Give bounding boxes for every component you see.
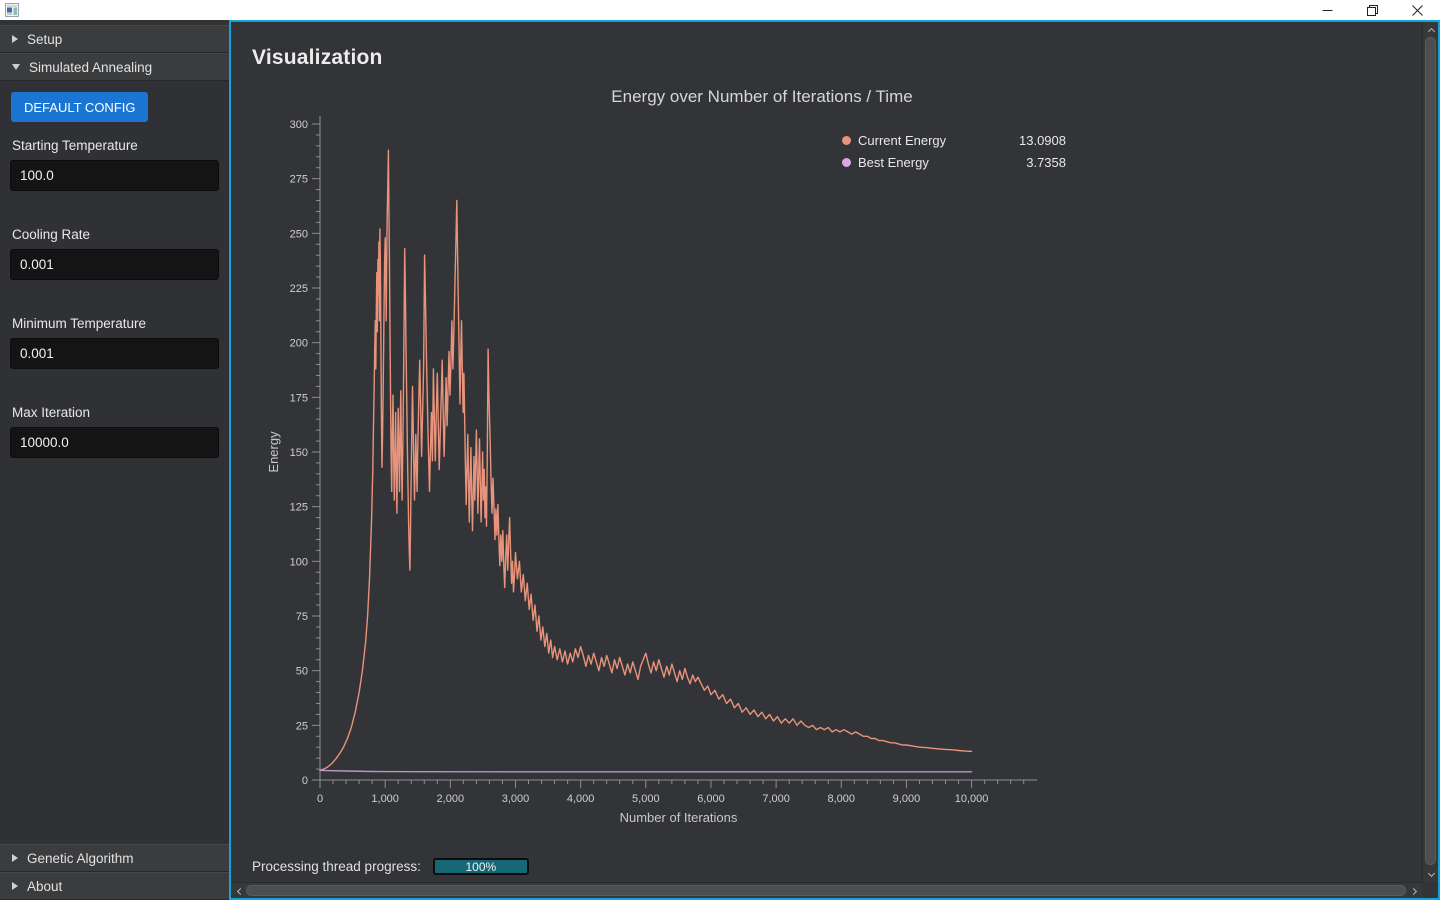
svg-text:250: 250 xyxy=(290,228,308,240)
svg-text:4,000: 4,000 xyxy=(567,793,595,805)
svg-text:0: 0 xyxy=(317,793,323,805)
legend-label: Best Energy xyxy=(858,154,929,170)
chevron-down-icon xyxy=(12,64,20,70)
legend-label: Current Energy xyxy=(858,132,947,148)
svg-text:175: 175 xyxy=(290,392,308,404)
svg-text:225: 225 xyxy=(290,283,308,295)
app-content: Setup Simulated Annealing DEFAULT CONFIG… xyxy=(0,20,1440,900)
svg-text:300: 300 xyxy=(290,119,308,131)
window-controls xyxy=(1305,0,1440,20)
cooling-rate-input[interactable] xyxy=(10,249,219,280)
svg-text:150: 150 xyxy=(290,447,308,459)
chevron-right-icon xyxy=(12,854,18,862)
sidebar: Setup Simulated Annealing DEFAULT CONFIG… xyxy=(0,20,229,900)
svg-text:25: 25 xyxy=(296,720,308,732)
scroll-right-button[interactable] xyxy=(1407,883,1422,899)
accordion-genetic-algorithm[interactable]: Genetic Algorithm xyxy=(0,844,229,872)
titlebar xyxy=(0,0,1440,20)
simulated-annealing-panel: DEFAULT CONFIG Starting Temperature Cool… xyxy=(0,81,229,844)
accordion-setup[interactable]: Setup xyxy=(0,25,229,53)
accordion-simulated-annealing-label: Simulated Annealing xyxy=(29,59,153,75)
svg-text:1,000: 1,000 xyxy=(371,793,399,805)
svg-text:6,000: 6,000 xyxy=(697,793,725,805)
progress-row: Processing thread progress: 100% xyxy=(252,858,529,875)
legend-item-best-energy: Best Energy 3.7358 xyxy=(842,151,1070,173)
scroll-down-button[interactable] xyxy=(1423,867,1439,882)
legend-value: 13.0908 xyxy=(1019,132,1066,148)
svg-text:0: 0 xyxy=(302,775,308,787)
progress-percentage: 100% xyxy=(465,859,497,874)
horizontal-scrollbar[interactable] xyxy=(231,882,1422,898)
chevron-right-icon xyxy=(1409,887,1417,895)
svg-text:50: 50 xyxy=(296,666,308,678)
legend-item-current-energy: Current Energy 13.0908 xyxy=(842,129,1070,151)
legend-value: 3.7358 xyxy=(1026,154,1066,170)
chevron-right-icon xyxy=(12,882,18,890)
chart-plot-area: 0 25 50 75 100 125 150 175 200 225 250 275 300 0 1,000… xyxy=(266,116,1037,825)
cooling-rate-group: Cooling Rate xyxy=(10,227,219,280)
svg-text:2,000: 2,000 xyxy=(437,793,465,805)
progress-label: Processing thread progress: xyxy=(252,859,421,874)
chart-title: Energy over Number of Iterations / Time xyxy=(611,87,913,106)
svg-text:3,000: 3,000 xyxy=(502,793,530,805)
svg-text:Number of Iterations: Number of Iterations xyxy=(620,810,738,825)
chevron-right-icon xyxy=(12,35,18,43)
vertical-scrollbar[interactable] xyxy=(1422,22,1438,882)
starting-temperature-label: Starting Temperature xyxy=(12,138,138,153)
svg-text:125: 125 xyxy=(290,502,308,514)
max-iteration-input[interactable] xyxy=(10,427,219,458)
best-energy-dot-icon xyxy=(842,157,851,167)
accordion-simulated-annealing[interactable]: Simulated Annealing xyxy=(0,53,229,81)
accordion-genetic-algorithm-label: Genetic Algorithm xyxy=(27,850,134,866)
close-button[interactable] xyxy=(1395,0,1440,20)
svg-text:8,000: 8,000 xyxy=(828,793,856,805)
page-title: Visualization xyxy=(252,46,383,69)
scroll-left-button[interactable] xyxy=(231,883,246,899)
progress-bar-fill xyxy=(434,860,527,873)
svg-text:75: 75 xyxy=(296,611,308,623)
chart-legend: Current Energy 13.0908 Best Energy 3.735… xyxy=(842,129,1070,173)
minimum-temperature-label: Minimum Temperature xyxy=(12,316,147,331)
scroll-up-button[interactable] xyxy=(1423,22,1439,37)
vertical-scrollbar-thumb[interactable] xyxy=(1425,37,1436,865)
cooling-rate-label: Cooling Rate xyxy=(12,227,91,242)
svg-text:9,000: 9,000 xyxy=(893,793,921,805)
svg-text:5,000: 5,000 xyxy=(632,793,660,805)
starting-temperature-input[interactable] xyxy=(10,160,219,191)
max-iteration-label: Max Iteration xyxy=(12,405,91,420)
energy-chart: Energy over Number of Iterations / Time … xyxy=(262,85,1262,837)
chevron-down-icon xyxy=(1427,869,1435,877)
starting-temperature-group: Starting Temperature xyxy=(10,138,219,191)
app-icon xyxy=(5,3,19,17)
scrollbar-corner xyxy=(1422,882,1438,898)
svg-text:200: 200 xyxy=(290,338,308,350)
horizontal-scrollbar-thumb[interactable] xyxy=(246,885,1406,896)
svg-text:7,000: 7,000 xyxy=(762,793,790,805)
accordion-about[interactable]: About xyxy=(0,872,229,900)
accordion-setup-label: Setup xyxy=(27,31,63,47)
restore-button[interactable] xyxy=(1350,0,1395,20)
current-energy-dot-icon xyxy=(842,135,851,145)
progress-bar: 100% xyxy=(432,858,529,875)
minimum-temperature-input[interactable] xyxy=(10,338,219,369)
default-config-button[interactable]: DEFAULT CONFIG xyxy=(11,92,149,122)
chevron-up-icon xyxy=(1427,27,1435,35)
svg-text:100: 100 xyxy=(290,556,308,568)
max-iteration-group: Max Iteration xyxy=(10,405,219,458)
svg-text:Energy: Energy xyxy=(266,431,281,473)
svg-text:10,000: 10,000 xyxy=(955,793,989,805)
svg-text:275: 275 xyxy=(290,174,308,186)
main-pane: Visualization Energy over Number of Iter… xyxy=(229,20,1440,900)
accordion-about-label: About xyxy=(27,878,63,894)
chevron-left-icon xyxy=(236,887,244,895)
minimize-button[interactable] xyxy=(1305,0,1350,20)
minimum-temperature-group: Minimum Temperature xyxy=(10,316,219,369)
